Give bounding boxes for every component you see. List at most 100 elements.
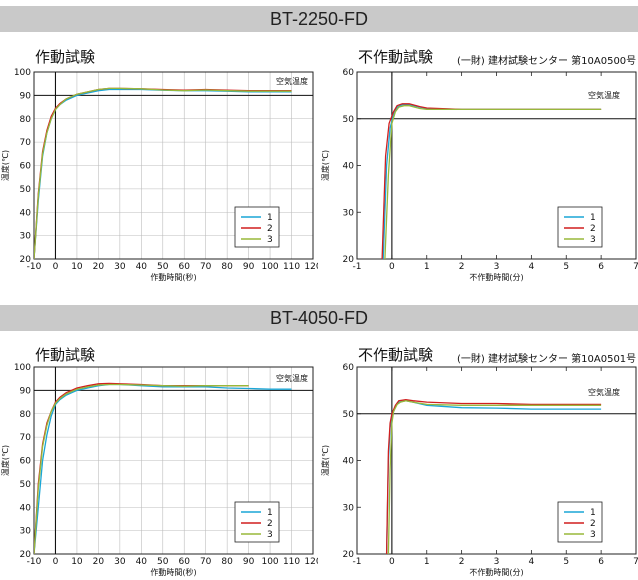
x-tick-label: 10: [71, 557, 83, 567]
y-axis-label: 温度(℃): [0, 445, 10, 476]
y-axis-label: 温度(℃): [0, 150, 10, 181]
y-tick-label: 30: [343, 503, 355, 513]
non-operation-test-heading: 不作動試験: [358, 48, 434, 66]
legend-label: 1: [267, 213, 273, 223]
x-tick-label: 120: [304, 557, 318, 567]
x-tick-label: -10: [27, 262, 42, 272]
y-tick-label: 50: [20, 480, 32, 490]
section-title: BT-2250-FD: [269, 8, 369, 29]
x-tick-label: 90: [243, 557, 255, 567]
x-tick-label: 110: [283, 557, 300, 567]
x-tick-label: 1: [424, 557, 430, 567]
x-tick-label: 6: [598, 262, 604, 272]
legend-box: [557, 501, 603, 543]
x-tick-label: 100: [261, 262, 278, 272]
air-temperature-label: 空気温度: [276, 373, 308, 383]
y-tick-label: 100: [14, 68, 31, 78]
x-tick-label: 2: [459, 262, 465, 272]
series-line-3: [384, 105, 602, 259]
y-tick-label: 30: [20, 232, 32, 242]
x-tick-label: 4: [529, 557, 535, 567]
plot-frame: [33, 366, 314, 555]
y-tick-label: 60: [343, 363, 355, 373]
x-tick-label: 20: [93, 557, 105, 567]
x-tick-label: 0: [389, 557, 395, 567]
y-tick-label: 90: [20, 386, 32, 396]
legend-label: 2: [267, 519, 273, 529]
y-tick-label: 50: [343, 115, 355, 125]
chart-operation-test-1: -10 0 10 20 30 40 50 60 70 80 90 100 110 120 20 30 40 50 6…: [0, 68, 318, 282]
x-tick-label: 3: [494, 262, 500, 272]
x-tick-label: -1: [353, 262, 362, 272]
series-line-3: [387, 400, 602, 554]
y-tick-label: 60: [20, 457, 32, 467]
x-tick-label: 3: [494, 557, 500, 567]
x-tick-label: 90: [243, 262, 255, 272]
operation-test-heading: 作動試験: [35, 346, 96, 364]
legend-label: 3: [590, 235, 596, 245]
x-tick-label: -10: [27, 557, 42, 567]
x-axis-label: 不作動時間(分): [469, 272, 523, 282]
x-tick-label: -1: [353, 557, 362, 567]
certification-text: (一財) 建材試験センター 第10A0501号: [457, 354, 637, 365]
x-tick-label: 1: [424, 262, 430, 272]
y-tick-label: 60: [343, 68, 355, 78]
x-tick-label: 4: [529, 262, 535, 272]
series-line-3: [34, 87, 292, 259]
y-tick-label: 20: [343, 550, 355, 560]
plot-frame: [33, 71, 314, 260]
x-tick-label: 50: [157, 262, 169, 272]
x-tick-label: 80: [221, 557, 233, 567]
air-temperature-label: 空気温度: [276, 76, 308, 86]
y-tick-label: 90: [20, 91, 32, 101]
chart-operation-test-2: -10 0 10 20 30 40 50 60 70 80 90 100 110 120 20 30 40 50 6…: [0, 363, 318, 577]
y-tick-label: 50: [20, 185, 32, 195]
y-tick-label: 100: [14, 363, 31, 373]
legend-box: [234, 501, 280, 543]
y-tick-label: 20: [20, 550, 32, 560]
x-tick-label: 50: [157, 557, 169, 567]
x-tick-label: 30: [114, 262, 126, 272]
y-tick-label: 40: [20, 503, 32, 513]
series-line-3: [34, 383, 249, 554]
x-axis-label: 作動時間(秒): [150, 272, 196, 282]
legend-label: 2: [590, 224, 596, 234]
y-tick-label: 20: [343, 255, 355, 265]
x-tick-label: 10: [71, 262, 83, 272]
legend-box: [557, 206, 603, 248]
section-title: BT-4050-FD: [269, 307, 369, 328]
legend-label: 1: [590, 508, 596, 518]
legend-label: 1: [267, 508, 273, 518]
legend-label: 2: [267, 224, 273, 234]
x-tick-label: 40: [136, 557, 148, 567]
legend-label: 2: [590, 519, 596, 529]
y-tick-label: 40: [343, 162, 355, 172]
certification-text: (一財) 建材試験センター 第10A0500号: [457, 56, 637, 67]
y-axis-label: 温度(℃): [320, 445, 330, 476]
y-tick-label: 30: [20, 527, 32, 537]
x-tick-label: 30: [114, 557, 126, 567]
x-tick-label: 40: [136, 262, 148, 272]
x-tick-label: 60: [179, 557, 191, 567]
operation-test-heading: 作動試験: [35, 48, 96, 66]
x-tick-label: 120: [304, 262, 318, 272]
x-axis-label: 作動時間(秒): [150, 567, 196, 577]
x-tick-label: 0: [53, 557, 59, 567]
series-line-2: [385, 399, 602, 554]
x-tick-label: 110: [283, 262, 300, 272]
y-tick-label: 70: [20, 138, 32, 148]
x-tick-label: 0: [53, 262, 59, 272]
y-tick-label: 40: [20, 208, 32, 218]
legend-label: 3: [590, 530, 596, 540]
legend-label: 3: [267, 530, 273, 540]
legend-box: [234, 206, 280, 248]
series-line-1: [34, 383, 292, 554]
y-tick-label: 80: [20, 115, 32, 125]
x-tick-label: 5: [563, 262, 569, 272]
y-tick-label: 60: [20, 162, 32, 172]
air-temperature-label: 空気温度: [588, 387, 620, 397]
y-tick-label: 70: [20, 433, 32, 443]
section-title-band: BT-4050-FD: [0, 305, 638, 331]
y-tick-label: 30: [343, 208, 355, 218]
